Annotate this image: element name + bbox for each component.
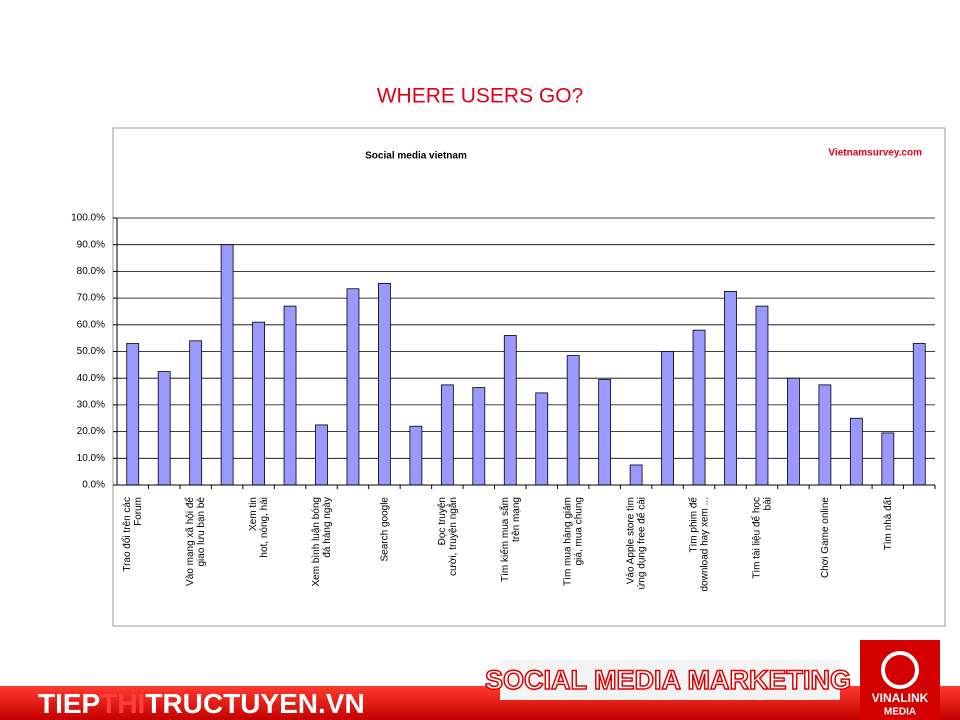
label-line: đá hàng ngày (322, 497, 333, 558)
site-part: TRUCTUYEN.VN (145, 688, 364, 719)
bar (818, 384, 832, 486)
x-tick-label: Chơi Game online (820, 497, 831, 578)
x-tick-label: Vào Apple store tìmứng dụng free để cài (625, 497, 647, 589)
y-tick-label: 40.0% (77, 373, 105, 384)
banner-bg (500, 660, 840, 700)
bar (409, 425, 423, 486)
y-tick-label: 20.0% (77, 426, 105, 437)
site-part: THI (100, 688, 145, 719)
label-line: Tìm nhà đất (881, 497, 893, 551)
label-line: Trao đổi trên các (121, 497, 133, 572)
slide-title: WHERE USERS GO? (377, 85, 584, 108)
label-line: ứng dụng free để cài (635, 497, 647, 589)
x-tick-label: Xem tinhot, nóng, hài (248, 497, 270, 558)
label-line: Tìm mua hàng giảm (562, 497, 573, 586)
site-part: TIEP (38, 688, 100, 719)
label-line: hot, nóng, hài (259, 497, 270, 558)
bar (629, 464, 643, 486)
bar (755, 305, 769, 486)
label-line: Tìm kiếm mua sắm (497, 497, 510, 582)
label-line: Đọc truyện (436, 497, 447, 545)
x-tick-label: Tìm phim đểdownload hay xem ... (687, 497, 710, 592)
bar (692, 329, 706, 486)
x-tick-label: Search google (379, 497, 390, 562)
chart-frame (112, 127, 946, 627)
y-tick-label: 80.0% (77, 266, 105, 277)
bar (566, 355, 580, 486)
label-line: Xem bình luận bóng (311, 497, 322, 587)
bar (283, 305, 297, 486)
y-tick-label: 0.0% (82, 480, 105, 491)
y-tick-label: 100.0% (71, 213, 105, 224)
bar (346, 288, 360, 486)
logo-text: VINALINK (872, 691, 929, 705)
y-tick-label: 30.0% (77, 400, 105, 411)
bar (189, 340, 203, 486)
label-line: Chơi Game online (820, 497, 831, 578)
x-tick-label: Trao đổi trên cácForum (121, 497, 144, 572)
logo-ring (881, 651, 919, 689)
y-tick-label: 50.0% (77, 346, 105, 357)
bar (126, 343, 140, 486)
bar (661, 351, 674, 486)
bar (157, 371, 171, 486)
bar (598, 379, 612, 486)
label-line: giao lưu bạn bè (196, 497, 207, 567)
bar (724, 291, 737, 486)
bar (220, 244, 234, 486)
bar (912, 343, 926, 486)
x-tick-label: Tìm mua hàng giảmgiá, mua chung (562, 497, 584, 586)
chart-title: Social media vietnam (365, 151, 467, 162)
logo-text: MEDIA (884, 707, 916, 718)
label-line: download hay xem ... (699, 497, 710, 592)
label-line: trên mạng (510, 497, 521, 542)
bar (503, 335, 517, 486)
label-line: Search google (379, 497, 390, 562)
bar (315, 424, 328, 486)
label-line: cười, truyện ngắn (445, 497, 458, 576)
plot: 0.0% 10.0% 20.0% 30.0% 40.0% 50.0% 60.0% 70.0% 8… (71, 213, 936, 592)
bar (472, 387, 486, 486)
label-line: Xem tin (248, 497, 259, 531)
bar (849, 417, 863, 486)
bar (440, 384, 454, 486)
x-tick-label: Tìm tài liệu để họcbài (750, 497, 773, 579)
x-tick-label: Tìm nhà đất (881, 497, 893, 551)
label-line: Tìm tài liệu để học (750, 497, 762, 579)
label-line: Vào mạng xã hội để (184, 497, 196, 586)
bar (881, 432, 895, 486)
x-tick-label: Đọc truyệncười, truyện ngắn (436, 497, 458, 576)
bar (252, 321, 265, 486)
footer-site: TIEPTHITRUCTUYEN.VN (38, 688, 365, 719)
label-line: bài (762, 497, 773, 510)
x-tick-label: Tìm kiếm mua sắmtrên mạng (497, 497, 521, 582)
bar (535, 392, 549, 486)
bar (787, 377, 800, 486)
x-tick-label: Xem bình luận bóngđá hàng ngày (311, 497, 333, 587)
label-line: Tìm phim để (687, 497, 699, 553)
x-tick-label: Vào mạng xã hội đểgiao lưu bạn bè (184, 497, 207, 586)
chart-source: Vietnamsurvey.com (828, 148, 922, 159)
y-tick-label: 70.0% (77, 293, 105, 304)
label-line: giá, mua chung (573, 497, 584, 565)
label-line: Forum (133, 497, 144, 526)
bar (378, 283, 391, 486)
footer-banner: SOCIAL MEDIA MARKETING (485, 665, 851, 695)
y-tick-label: 10.0% (77, 453, 105, 464)
y-tick-label: 90.0% (77, 239, 105, 250)
label-line: Vào Apple store tìm (625, 497, 636, 584)
y-tick-label: 60.0% (77, 319, 105, 330)
